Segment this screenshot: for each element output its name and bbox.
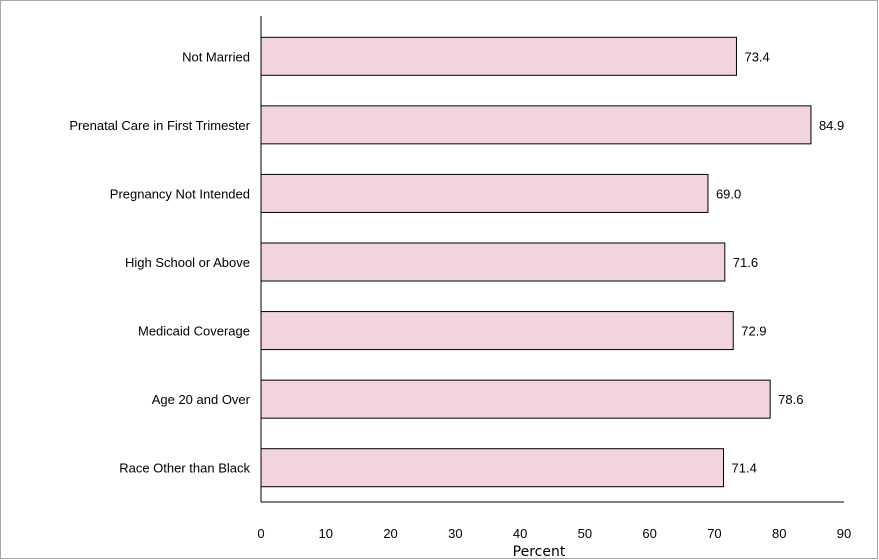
data-label: 71.4: [732, 461, 757, 476]
bar: [260, 242, 726, 282]
x-tick-label: 10: [319, 526, 333, 541]
x-tick-label: 80: [772, 526, 786, 541]
bar: [260, 311, 734, 351]
x-tick-label: 30: [448, 526, 462, 541]
bar: [260, 379, 771, 419]
data-label: 71.6: [733, 255, 758, 270]
value-labels: 73.4 84.9 69.0 71.6 72.9 78.6 71.4: [716, 49, 844, 475]
data-label: 72.9: [741, 324, 766, 339]
category-label: Age 20 and Over: [152, 392, 251, 407]
bar: [260, 36, 737, 76]
category-label: High School or Above: [125, 255, 250, 270]
data-label: 73.4: [744, 49, 769, 64]
x-tick-label: 20: [383, 526, 397, 541]
data-label: 84.9: [819, 118, 844, 133]
x-tick-label: 40: [513, 526, 527, 541]
x-axis: 0 10 20 30 40 50 60 70 80 90: [257, 16, 851, 541]
x-tick-label: 70: [707, 526, 721, 541]
x-tick-label: 50: [578, 526, 592, 541]
category-labels: Not Married Prenatal Care in First Trimes…: [69, 49, 250, 475]
data-label: 78.6: [778, 392, 803, 407]
category-label: Prenatal Care in First Trimester: [69, 118, 250, 133]
x-tick-label: 90: [837, 526, 851, 541]
bar: [260, 448, 725, 488]
x-axis-title: Percent: [513, 544, 566, 560]
category-label: Not Married: [182, 49, 250, 64]
x-tick-label: 60: [642, 526, 656, 541]
bar: [260, 173, 709, 213]
bars-layer: [260, 36, 812, 488]
category-label: Pregnancy Not Intended: [110, 186, 250, 201]
bar: [260, 105, 812, 145]
data-label: 69.0: [716, 186, 741, 201]
category-label: Medicaid Coverage: [138, 324, 250, 339]
x-tick-label: 0: [257, 526, 264, 541]
category-label: Race Other than Black: [119, 461, 250, 476]
